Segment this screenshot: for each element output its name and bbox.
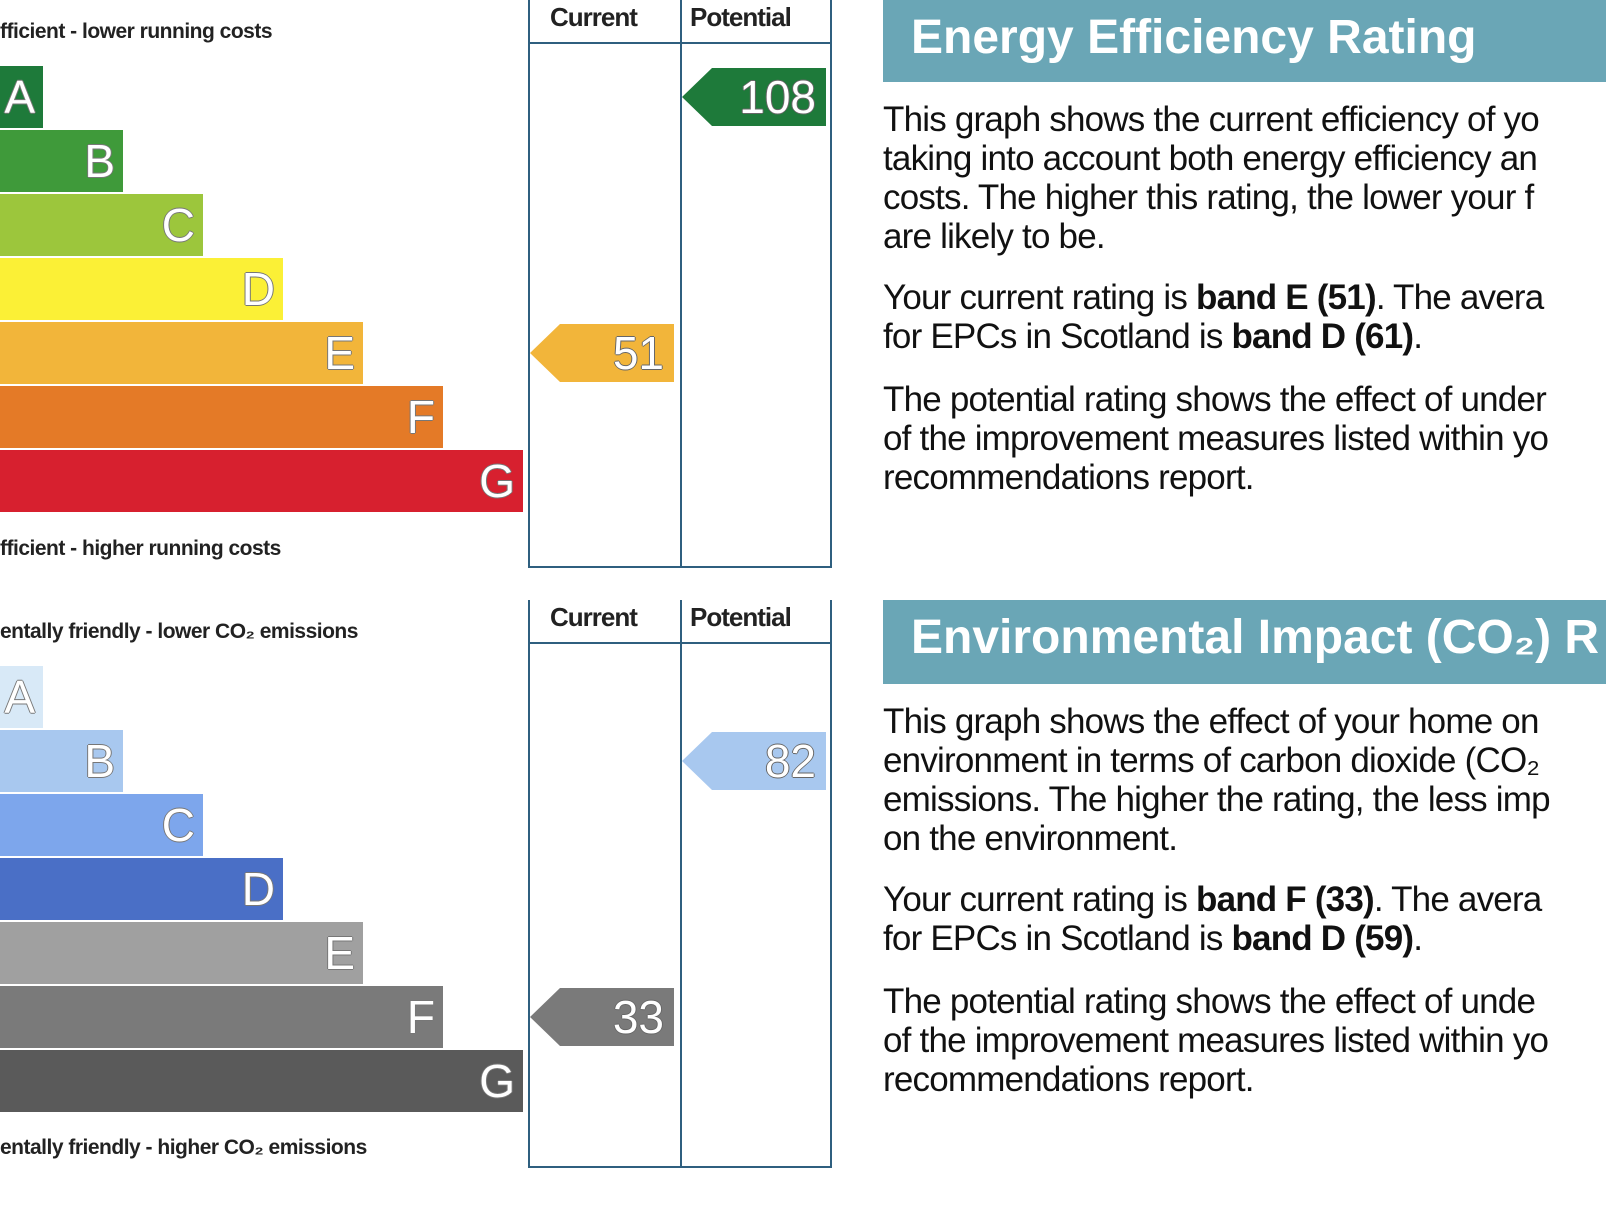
band-letter: C	[161, 199, 195, 251]
column-divider	[680, 0, 682, 566]
text-line: for EPCs in Scotland is band D (59).	[883, 919, 1423, 958]
text-line: on the environment.	[883, 819, 1178, 858]
rating-columns: Current Potential	[528, 0, 832, 568]
current-rating-paragraph: Your current rating is band F (33). The …	[883, 880, 1606, 958]
band-f: F	[0, 986, 443, 1048]
band-letter: G	[479, 1055, 515, 1107]
text-line: taking into account both energy efficien…	[883, 139, 1538, 178]
arrow-shape	[682, 732, 826, 790]
potential-column-header: Potential	[690, 602, 792, 632]
description-paragraph: This graph shows the current efficiency …	[883, 100, 1606, 256]
band-a: A	[0, 666, 43, 728]
band-g: G	[0, 450, 523, 512]
text-line: for EPCs in Scotland is band D (61).	[883, 317, 1423, 356]
band-letter: C	[161, 799, 195, 851]
text-line: costs. The higher this rating, the lower…	[883, 178, 1534, 217]
text-line: Your current rating is band F (33). The …	[883, 880, 1542, 919]
potential-rating-paragraph: The potential rating shows the effect of…	[883, 380, 1606, 497]
band-f: F	[0, 386, 443, 448]
band-e: E	[0, 322, 363, 384]
band-letter: B	[84, 135, 115, 187]
band-letter: G	[479, 455, 515, 507]
potential-rating-value: 108	[739, 71, 816, 123]
arrow-fill	[682, 732, 826, 790]
arrow-fill	[682, 68, 826, 126]
text-line: recommendations report.	[883, 1060, 1254, 1099]
potential-rating-paragraph: The potential rating shows the effect of…	[883, 982, 1606, 1099]
arrow-shape	[682, 68, 826, 126]
potential-rating-arrow: 82	[682, 732, 826, 790]
text-line: The potential rating shows the effect of…	[883, 380, 1547, 419]
top-scale-note: entally friendly - lower CO₂ emissions	[0, 620, 358, 643]
panel-title: Environmental Impact (CO₂) R	[883, 600, 1606, 684]
panel-title: Energy Efficiency Rating	[883, 0, 1606, 82]
band-d: D	[0, 258, 283, 320]
environmental-impact-graph: entally friendly - lower CO₂ emissions A…	[0, 600, 840, 1180]
band-letter: E	[324, 927, 355, 979]
band-c: C	[0, 794, 203, 856]
band-letter: D	[241, 263, 275, 315]
current-rating-value: 51	[612, 327, 664, 379]
band-letter: D	[241, 863, 275, 915]
text-line: Your current rating is band E (51). The …	[883, 278, 1544, 317]
current-rating-value: 33	[612, 991, 664, 1043]
environmental-impact-panel: Environmental Impact (CO₂) R This graph …	[883, 600, 1606, 1099]
text-line: of the improvement measures listed withi…	[883, 1021, 1549, 1060]
text-line: recommendations report.	[883, 458, 1254, 497]
band-b: B	[0, 130, 123, 192]
text-line: environment in terms of carbon dioxide (…	[883, 741, 1540, 780]
band-b: B	[0, 730, 123, 792]
current-rating-paragraph: Your current rating is band E (51). The …	[883, 278, 1606, 356]
arrow-shape	[530, 988, 674, 1046]
band-letter: E	[324, 327, 355, 379]
potential-column-header: Potential	[690, 2, 792, 32]
description-paragraph: This graph shows the effect of your home…	[883, 702, 1606, 858]
potential-rating-value: 82	[764, 735, 816, 787]
arrow-fill	[530, 988, 674, 1046]
band-letter: A	[4, 671, 35, 723]
potential-rating-arrow: 108	[682, 68, 826, 126]
arrow-shape	[530, 324, 674, 382]
rating-columns: Current Potential	[528, 600, 832, 1168]
current-column-header: Current	[550, 2, 638, 32]
text-line: The potential rating shows the effect of…	[883, 982, 1536, 1021]
band-letter: F	[406, 391, 435, 443]
current-rating-arrow: 51	[530, 324, 674, 382]
energy-efficiency-panel: Energy Efficiency Rating This graph show…	[883, 0, 1606, 497]
arrow-fill	[530, 324, 674, 382]
band-e: E	[0, 922, 363, 984]
band-g: G	[0, 1050, 523, 1112]
current-column-header: Current	[550, 602, 638, 632]
band-letter: F	[406, 991, 435, 1043]
top-scale-note: fficient - lower running costs	[0, 20, 273, 43]
column-divider	[680, 600, 682, 1166]
current-rating-arrow: 33	[530, 988, 674, 1046]
text-line: emissions. The higher the rating, the le…	[883, 780, 1551, 819]
text-line: of the improvement measures listed withi…	[883, 419, 1549, 458]
band-letter: B	[84, 735, 115, 787]
bottom-scale-note: entally friendly - higher CO₂ emissions	[0, 1136, 367, 1159]
text-line: This graph shows the effect of your home…	[883, 702, 1539, 741]
band-a: A	[0, 66, 43, 128]
band-letter: A	[4, 71, 35, 123]
band-c: C	[0, 194, 203, 256]
text-line: This graph shows the current efficiency …	[883, 100, 1540, 139]
text-line: are likely to be.	[883, 217, 1106, 256]
band-d: D	[0, 858, 283, 920]
bottom-scale-note: fficient - higher running costs	[0, 537, 281, 560]
